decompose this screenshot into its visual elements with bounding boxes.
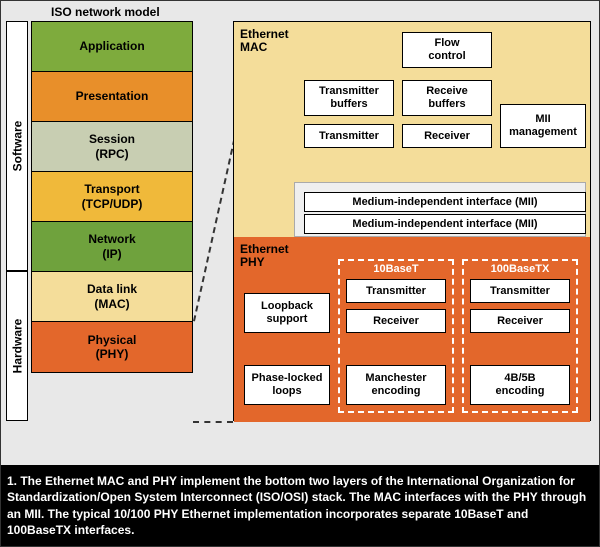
mac-label: Ethernet MAC: [240, 28, 289, 54]
software-label-text: Software: [10, 121, 24, 172]
osi-layer-1: Presentation: [32, 72, 192, 122]
software-label: Software: [6, 21, 28, 271]
mac-mii1-box: Medium-independent interface (MII): [304, 192, 586, 212]
mac-tx-box: Transmitter: [304, 124, 394, 148]
phy-label: Ethernet PHY: [240, 243, 289, 269]
osi-layer-5: Data link (MAC): [32, 272, 192, 322]
phy-enc2-box: 4B/5B encoding: [470, 365, 570, 405]
phy-group-g2-label: 100BaseTX: [464, 263, 576, 275]
phy-rx2-box: Receiver: [470, 309, 570, 333]
phy-tx1-box: Transmitter: [346, 279, 446, 303]
mac-mii_mgmt-box: MII management: [500, 104, 586, 148]
phy-rx1-box: Receiver: [346, 309, 446, 333]
mac-mii2-box: Medium-independent interface (MII): [304, 214, 586, 234]
mac-txbuf-box: Transmitter buffers: [304, 80, 394, 116]
diagram-title: ISO network model: [51, 5, 160, 19]
phy-manch-box: Manchester encoding: [346, 365, 446, 405]
mac-rxbuf-box: Receive buffers: [402, 80, 492, 116]
phy-tx2-box: Transmitter: [470, 279, 570, 303]
osi-stack: ApplicationPresentationSession (RPC)Tran…: [31, 21, 193, 373]
osi-layer-4: Network (IP): [32, 222, 192, 272]
mac-rx-box: Receiver: [402, 124, 492, 148]
osi-layer-3: Transport (TCP/UDP): [32, 172, 192, 222]
figure-caption: 1. The Ethernet MAC and PHY implement th…: [1, 465, 599, 546]
hardware-label-text: Hardware: [10, 319, 24, 374]
osi-layer-6: Physical (PHY): [32, 322, 192, 372]
osi-layer-2: Session (RPC): [32, 122, 192, 172]
phy-group-g1-label: 10BaseT: [340, 263, 452, 275]
connector-bot: [193, 421, 233, 423]
diagram-canvas: ISO network model Software Hardware Appl…: [0, 0, 600, 547]
osi-layer-0: Application: [32, 22, 192, 72]
phy-pll-box: Phase-locked loops: [244, 365, 330, 405]
hardware-label: Hardware: [6, 271, 28, 421]
phy-loopback-box: Loopback support: [244, 293, 330, 333]
right-panel: Ethernet MAC Flow controlTransmitter buf…: [233, 21, 591, 421]
mac-flow-box: Flow control: [402, 32, 492, 68]
phy-region: Ethernet PHY 10BaseT 100BaseTX Loopback su…: [234, 237, 590, 422]
mac-region: Ethernet MAC Flow controlTransmitter buf…: [234, 22, 590, 237]
